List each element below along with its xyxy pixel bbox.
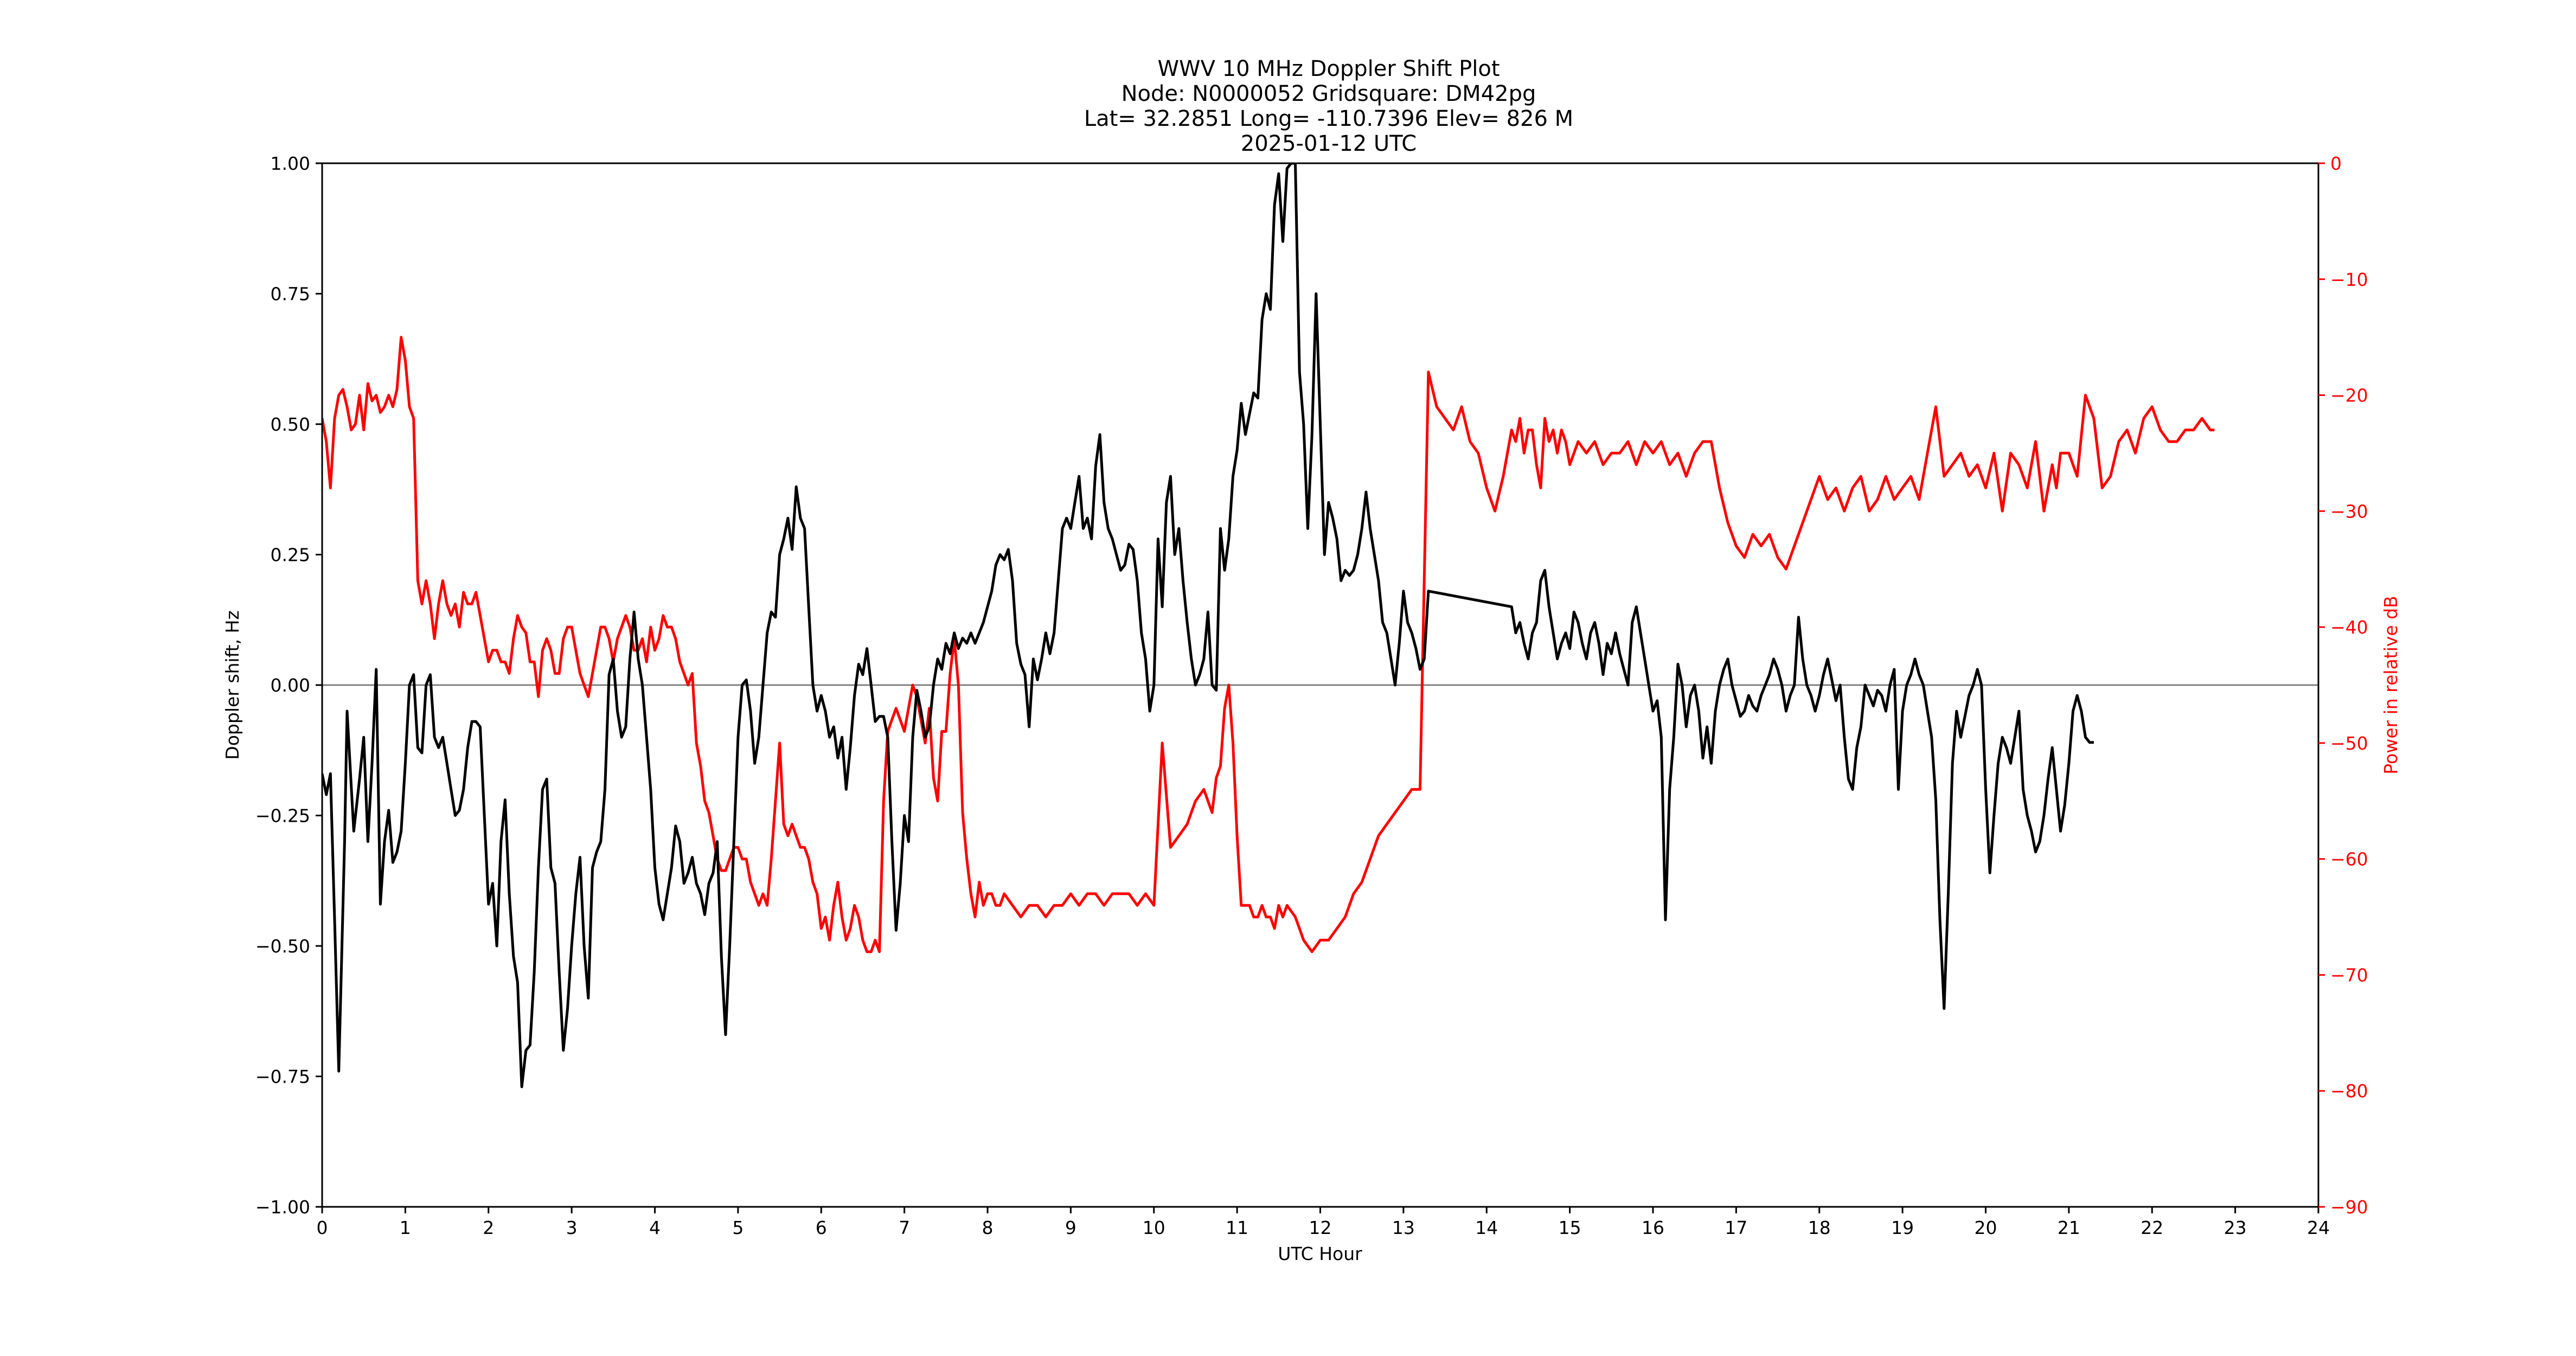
right-y-tick-label: −10 bbox=[2330, 269, 2368, 290]
x-tick-label: 24 bbox=[2307, 1217, 2330, 1238]
right-y-tick-label: −60 bbox=[2330, 849, 2368, 870]
x-axis-label: UTC Hour bbox=[1278, 1243, 1362, 1264]
x-tick-label: 4 bbox=[649, 1217, 661, 1238]
right-y-axis-label: Power in relative dB bbox=[2380, 596, 2401, 774]
right-y-tick-label: −80 bbox=[2330, 1080, 2368, 1102]
left-y-axis-label: Doppler shift, Hz bbox=[222, 610, 243, 759]
power-line bbox=[322, 336, 2215, 954]
x-tick-label: 5 bbox=[732, 1217, 744, 1238]
x-tick-label: 17 bbox=[1725, 1217, 1747, 1238]
right-y-tick-label: −70 bbox=[2330, 964, 2368, 986]
x-tick-label: 15 bbox=[1559, 1217, 1581, 1238]
x-tick-label: 6 bbox=[816, 1217, 827, 1238]
left-y-tick-label: 1.00 bbox=[271, 153, 310, 174]
x-tick-label: 16 bbox=[1642, 1217, 1664, 1238]
x-tick-label: 23 bbox=[2224, 1217, 2247, 1238]
doppler-series bbox=[322, 163, 2094, 1089]
title-line-2: Node: N0000052 Gridsquare: DM42pg bbox=[1122, 81, 1536, 106]
title-line-3: Lat= 32.2851 Long= -110.7396 Elev= 826 M bbox=[1084, 106, 1573, 131]
x-tick-label: 14 bbox=[1475, 1217, 1498, 1238]
right-y-tick-label: −90 bbox=[2330, 1197, 2368, 1218]
title-line-1: WWV 10 MHz Doppler Shift Plot bbox=[1157, 56, 1500, 81]
x-tick-label: 19 bbox=[1891, 1217, 1914, 1238]
left-y-tick-label: 0.25 bbox=[271, 545, 310, 566]
x-tick-label: 20 bbox=[1975, 1217, 1997, 1238]
doppler-line bbox=[322, 163, 2094, 1089]
x-tick-label: 1 bbox=[400, 1217, 411, 1238]
left-y-tick-label: −0.50 bbox=[255, 936, 310, 957]
title-line-4: 2025-01-12 UTC bbox=[1241, 131, 1417, 156]
x-tick-label: 9 bbox=[1065, 1217, 1076, 1238]
x-axis-ticks: 0 1 2 3 4 5 6 7 8 9 10 11 12 13 14 15 16 17 18 19 20 21 22 23 24 bbox=[317, 1207, 2330, 1238]
right-y-tick-label: −20 bbox=[2330, 385, 2368, 406]
left-y-tick-label: 0.50 bbox=[271, 414, 310, 435]
right-y-axis-ticks: 0 −10 −20 −30 −40 −50 −60 −70 −80 −90 bbox=[2318, 153, 2368, 1218]
left-y-tick-label: 0.00 bbox=[271, 675, 310, 696]
x-tick-label: 18 bbox=[1808, 1217, 1831, 1238]
x-tick-label: 12 bbox=[1309, 1217, 1332, 1238]
power-series bbox=[322, 336, 2215, 954]
x-tick-label: 11 bbox=[1226, 1217, 1248, 1238]
right-y-tick-label: 0 bbox=[2330, 153, 2342, 174]
left-y-tick-label: 0.75 bbox=[271, 284, 310, 305]
x-tick-label: 3 bbox=[566, 1217, 578, 1238]
x-tick-label: 10 bbox=[1143, 1217, 1165, 1238]
chart-title: WWV 10 MHz Doppler Shift Plot Node: N000… bbox=[1084, 56, 1573, 156]
left-y-tick-label: −1.00 bbox=[255, 1197, 310, 1218]
left-y-axis-ticks: 1.00 0.75 0.50 0.25 0.00 −0.25 −0.50 −0.75 −1.00 bbox=[255, 153, 322, 1218]
x-tick-label: 0 bbox=[317, 1217, 328, 1238]
right-y-tick-label: −30 bbox=[2330, 501, 2368, 522]
x-tick-label: 2 bbox=[483, 1217, 494, 1238]
x-tick-label: 7 bbox=[899, 1217, 910, 1238]
left-y-tick-label: −0.25 bbox=[255, 805, 310, 827]
x-tick-label: 22 bbox=[2141, 1217, 2163, 1238]
right-y-tick-label: −40 bbox=[2330, 617, 2368, 638]
right-y-tick-label: −50 bbox=[2330, 733, 2368, 754]
x-tick-label: 8 bbox=[982, 1217, 994, 1238]
x-tick-label: 13 bbox=[1392, 1217, 1415, 1238]
left-y-tick-label: −0.75 bbox=[255, 1066, 310, 1088]
x-tick-label: 21 bbox=[2058, 1217, 2080, 1238]
